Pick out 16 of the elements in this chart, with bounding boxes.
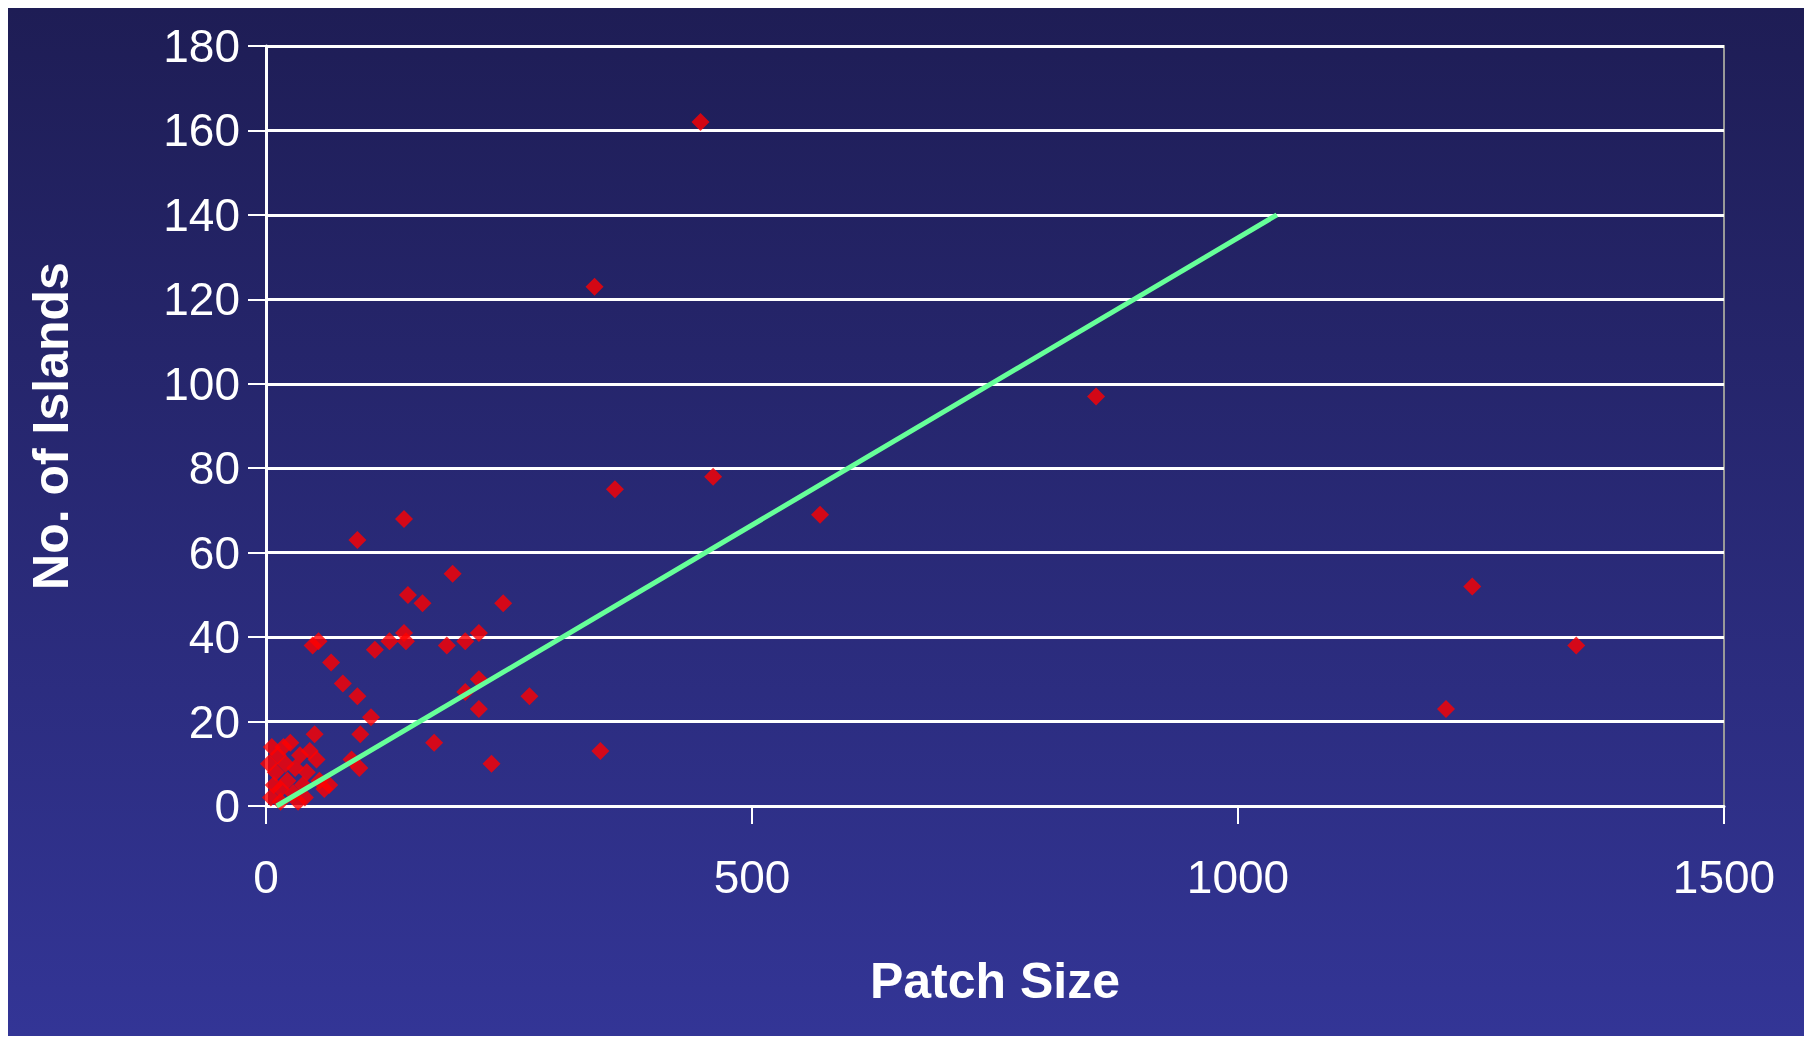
y-tick-label: 120 [163,273,240,326]
y-tick-label: 100 [163,357,240,410]
y-tick-label: 40 [188,611,240,664]
y-tick-label: 60 [188,526,240,579]
y-tick-label: 80 [188,442,240,495]
y-tick-label: 180 [163,20,240,72]
y-axis-title: No. of Islands [23,262,79,590]
y-tick-label: 140 [163,188,240,241]
x-tick-label: 500 [713,851,791,903]
x-tick-label: 0 [253,851,279,903]
y-tick-label: 20 [188,695,240,748]
x-axis-title: Patch Size [869,953,1121,1009]
x-tick-label: 1500 [1672,851,1776,903]
y-tick-label: 0 [214,780,240,832]
y-tick-label: 160 [163,104,240,157]
x-tick-label: 1000 [1186,851,1290,903]
